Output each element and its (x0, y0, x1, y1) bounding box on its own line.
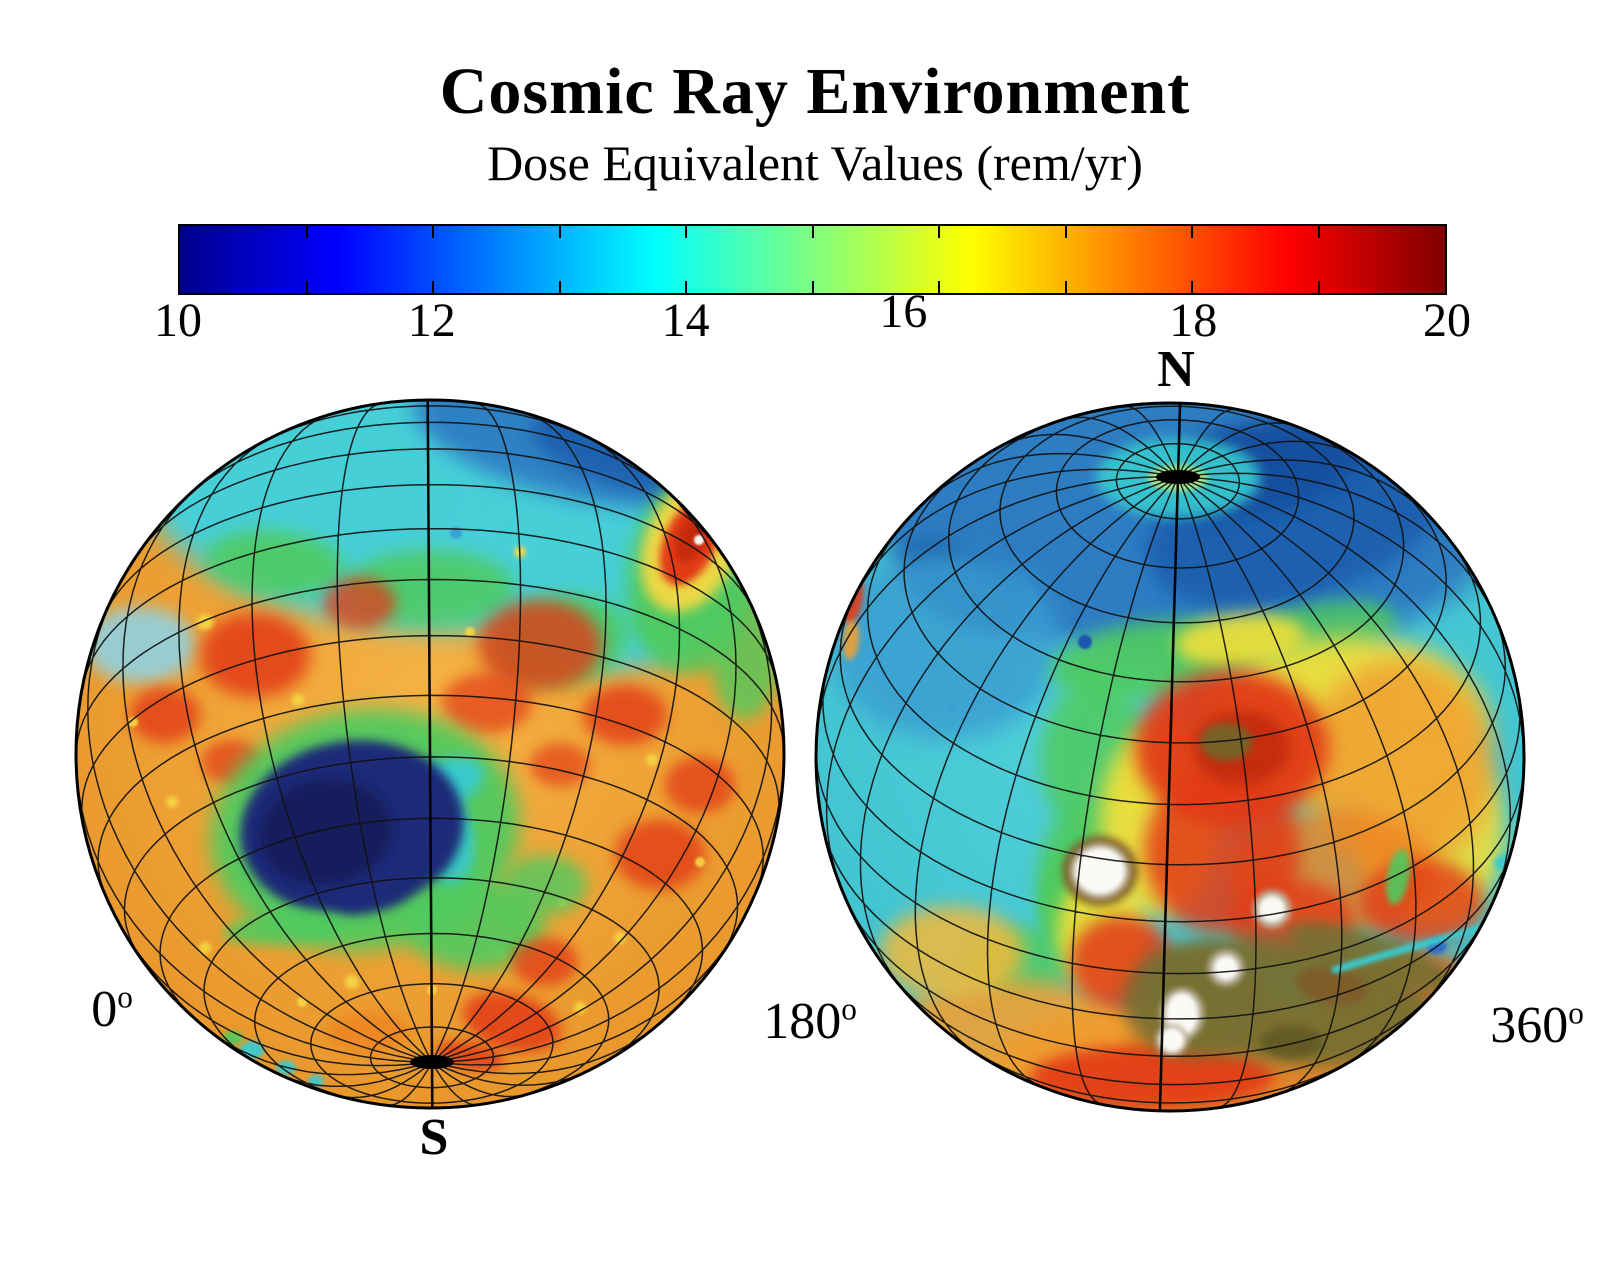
colorbar-tick (811, 226, 814, 238)
map-region-green (405, 880, 545, 970)
colorbar-tick (811, 281, 814, 293)
map-region-red (665, 757, 735, 813)
map-region-green (205, 530, 345, 596)
map-region-red (512, 938, 578, 986)
right-globe-limb (814, 401, 1526, 1113)
colorbar-tick-label: 14 (661, 294, 710, 347)
right-globe-graticule (816, 403, 1524, 1111)
map-region-deep_navy (260, 779, 392, 885)
map-region-sand (199, 942, 211, 954)
colorbar-tick (558, 281, 561, 293)
map-region-mid_blue (984, 608, 992, 616)
colorbar-tick (1191, 226, 1193, 238)
north-pole-label: N (1157, 341, 1195, 398)
colorbar-tick (938, 281, 940, 293)
map-region-olive_core (1200, 723, 1252, 761)
figure-title: Cosmic Ray Environment (439, 55, 1191, 128)
longitude-label-180: 180o (763, 991, 857, 1050)
colorbar-tick (685, 226, 687, 238)
longitude-label-0: 0o (91, 979, 133, 1038)
left-globe-limb (74, 398, 786, 1110)
map-region-white_peak (694, 535, 704, 545)
map-region-white_peak (1259, 896, 1285, 922)
map-region-green (223, 911, 347, 945)
colorbar-tick-label: 16 (879, 285, 928, 338)
map-region-red (530, 743, 590, 787)
colorbar-tick-label: 20 (1423, 294, 1471, 347)
colorbar-tick (1191, 281, 1193, 293)
colorbar-tick (305, 226, 308, 238)
map-region-green (503, 855, 587, 915)
map-region-red (130, 687, 200, 743)
map-region-sand (166, 796, 178, 808)
figure-subtitle: Dose Equivalent Values (rem/yr) (487, 135, 1143, 191)
map-region-teal (276, 1061, 296, 1075)
colorbar-tick (938, 226, 940, 238)
map-region-navy_dot (1078, 635, 1092, 649)
colorbar-tick-labels: 10 12 14 16 18 20 (154, 288, 1471, 351)
map-region-pale_orange (880, 906, 1024, 998)
map-region-white_peak (1214, 956, 1238, 980)
map-region-red (324, 577, 396, 629)
colorbar-tick (1064, 281, 1067, 293)
map-region-red (463, 992, 561, 1052)
map-region-teal (240, 1041, 264, 1059)
map-region-sand (128, 717, 138, 727)
map-region-red (1030, 1045, 1274, 1109)
map-region-red (583, 685, 667, 745)
map-region-brown (1296, 967, 1368, 1005)
map-region-red (442, 673, 532, 733)
map-region-mid_blue (947, 701, 957, 711)
south-pole-label: S (419, 1109, 449, 1166)
map-region-green (1386, 849, 1410, 905)
map-region-sand (292, 694, 304, 706)
colorbar-tick-label: 10 (154, 294, 202, 347)
map-region-sand (345, 975, 359, 989)
colorbar-tick (558, 226, 561, 238)
map-region-sand (695, 857, 705, 867)
map-region-sand (574, 1002, 586, 1014)
map-region-green (76, 568, 96, 648)
map-region-sand (297, 997, 307, 1007)
map-region-sand (614, 932, 626, 944)
colorbar-tick (1317, 226, 1320, 238)
map-region-white_peak (1160, 1028, 1184, 1052)
map-region-red (615, 820, 705, 890)
colorbar-tick-label: 18 (1169, 294, 1218, 347)
central-meridian (1158, 403, 1182, 1111)
colorbar-tick-label: 12 (407, 294, 456, 347)
map-region-orange (842, 620, 860, 660)
map-region-sand (646, 754, 658, 766)
left-globe-graticule (76, 400, 784, 1108)
colorbar-tick (305, 281, 308, 293)
valles-marineris-streak (1331, 921, 1496, 974)
map-region-pale_blue (85, 607, 195, 683)
central-meridian (426, 400, 434, 1108)
map-region-mid_blue (450, 527, 462, 539)
longitude-label-360: 360o (1490, 995, 1584, 1054)
colorbar-tick (1317, 281, 1320, 293)
right-globe (814, 401, 1526, 1113)
map-region-dark_olive (1260, 1026, 1324, 1058)
right-globe-pole-dot (1156, 470, 1200, 484)
colorbar-tick (1064, 226, 1067, 238)
colorbar-gradient (178, 224, 1447, 295)
map-region-sand (465, 627, 475, 637)
colorbar-tick (432, 226, 434, 238)
left-globe-pole-dot (410, 1055, 454, 1069)
colorbar-tick (685, 281, 687, 293)
map-region-red (478, 600, 602, 690)
colorbar-tick (432, 281, 434, 293)
